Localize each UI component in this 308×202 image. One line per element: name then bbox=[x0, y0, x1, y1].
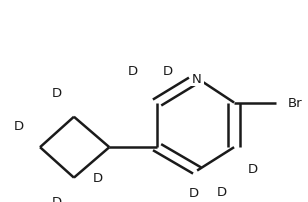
Text: D: D bbox=[51, 86, 61, 99]
Text: D: D bbox=[51, 196, 61, 202]
Text: Br: Br bbox=[288, 97, 302, 109]
Text: D: D bbox=[128, 64, 137, 77]
Text: D: D bbox=[189, 186, 199, 199]
Text: D: D bbox=[14, 120, 23, 133]
Text: D: D bbox=[248, 162, 257, 175]
Text: D: D bbox=[217, 185, 227, 198]
Text: N: N bbox=[192, 72, 202, 85]
Text: D: D bbox=[163, 64, 173, 77]
Text: D: D bbox=[93, 171, 103, 184]
